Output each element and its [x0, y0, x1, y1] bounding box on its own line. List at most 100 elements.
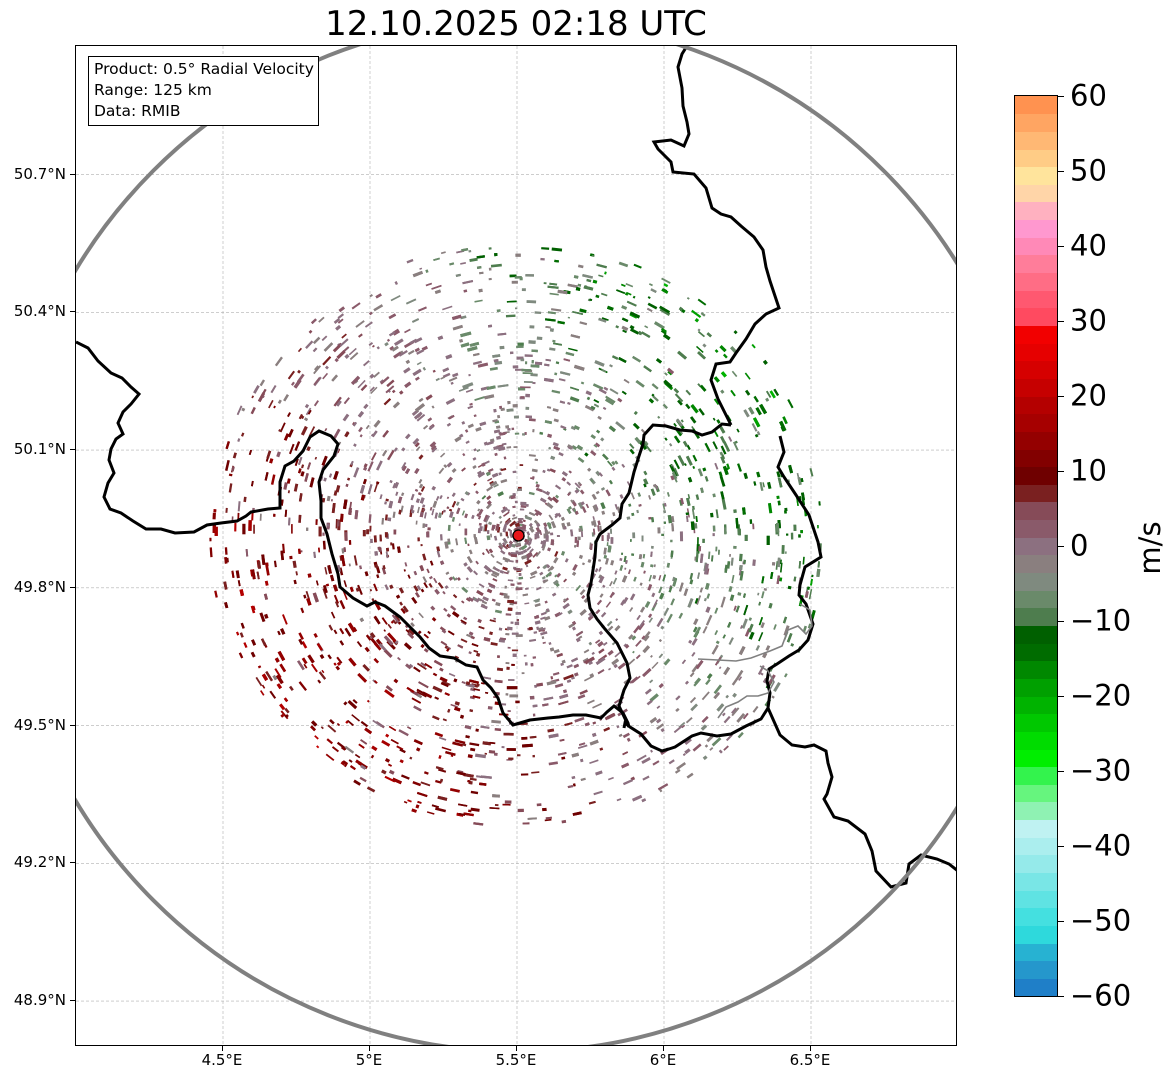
echo-bin [651, 393, 655, 397]
echo-bin [460, 497, 465, 502]
echo-bin [321, 497, 326, 503]
echo-bin [676, 762, 686, 770]
radar-map[interactable] [76, 46, 957, 1046]
echo-bin [488, 247, 492, 250]
echo-bin [463, 616, 468, 621]
echo-bin [531, 349, 538, 353]
echo-bin [366, 786, 376, 793]
product-info-box: Product: 0.5° Radial Velocity Range: 125… [88, 56, 319, 126]
echo-bin [555, 582, 560, 588]
echo-bin [593, 444, 598, 448]
echo-bin [477, 618, 482, 624]
echo-bin [502, 803, 511, 806]
echo-bin [312, 592, 319, 603]
border-germany-north [651, 46, 781, 426]
echo-bin [589, 673, 595, 678]
echo-bin [515, 559, 519, 563]
echo-bin [491, 598, 496, 602]
echo-bin [706, 593, 711, 599]
echo-bin [647, 302, 658, 310]
echo-bin [413, 666, 421, 673]
echo-bin [679, 531, 684, 542]
echo-bin [469, 257, 478, 263]
echo-bin [700, 487, 704, 494]
echo-bin [658, 653, 664, 659]
echo-bin [737, 732, 744, 739]
colorbar-tick-label: 10 [1070, 453, 1107, 488]
echo-bin [532, 656, 537, 659]
echo-bin [625, 282, 634, 288]
echo-bin [414, 403, 425, 413]
echo-bin [603, 641, 608, 646]
echo-bin [536, 566, 540, 569]
echo-bin [359, 484, 366, 494]
echo-bin [413, 570, 418, 576]
echo-bin [807, 623, 812, 629]
echo-bin [444, 692, 450, 696]
echo-bin [480, 604, 488, 610]
radar-site-marker[interactable] [512, 529, 525, 542]
echo-bin [505, 613, 512, 616]
echo-bin [777, 477, 783, 488]
echo-bin [392, 389, 396, 394]
echo-bin [414, 467, 420, 474]
echo-bin [241, 407, 246, 412]
echo-bin [559, 693, 569, 699]
map-plot-area[interactable] [75, 45, 957, 1046]
echo-bin [342, 346, 350, 353]
echo-bin [567, 446, 572, 450]
echo-bin [447, 630, 455, 636]
echo-bin [663, 658, 671, 666]
echo-bin [334, 357, 339, 363]
echo-bin [260, 638, 267, 647]
echo-bin [644, 325, 649, 329]
echo-bin [658, 639, 662, 643]
echo-bin [577, 457, 585, 464]
echo-bin [598, 274, 604, 278]
echo-bin [384, 501, 388, 505]
echo-bin [650, 564, 654, 568]
echo-bin [515, 634, 523, 638]
echo-bin [663, 510, 666, 514]
echo-bin [284, 714, 289, 718]
echo-bin [484, 524, 488, 532]
echo-bin [476, 255, 485, 259]
echo-bin [579, 609, 587, 616]
echo-bin [723, 745, 729, 751]
echo-bin [300, 471, 305, 477]
echo-bin [399, 759, 404, 764]
echo-bin [507, 579, 514, 582]
echo-bin [642, 553, 646, 559]
colorbar-segment [1015, 254, 1057, 274]
echo-bin [605, 398, 615, 406]
echo-bin [413, 739, 423, 746]
echo-bin [610, 537, 614, 544]
echo-bin [518, 573, 522, 576]
echo-bin [546, 406, 552, 409]
echo-bin [517, 520, 523, 524]
echo-bin [544, 818, 552, 822]
echo-bin [670, 539, 673, 543]
echo-bin [418, 454, 424, 460]
echo-bin [461, 467, 466, 472]
echo-bin [522, 822, 530, 825]
echo-bin [420, 543, 423, 547]
border-saar-region [697, 603, 813, 719]
echo-bin [698, 546, 702, 552]
echo-bin [695, 551, 699, 563]
echo-bin [554, 515, 558, 519]
echo-bin [737, 592, 742, 596]
echo-bin [502, 506, 507, 510]
echo-bin [572, 564, 578, 571]
echo-bin [383, 648, 393, 659]
echo-bin [464, 724, 472, 730]
echo-bin [364, 321, 373, 328]
echo-bin [536, 626, 540, 631]
echo-bin [318, 671, 327, 680]
echo-bin [479, 526, 483, 532]
echo-bin [464, 429, 469, 433]
echo-bin [348, 563, 351, 567]
echo-bin [622, 751, 629, 756]
echo-bin [446, 646, 452, 650]
echo-bin [457, 644, 463, 649]
